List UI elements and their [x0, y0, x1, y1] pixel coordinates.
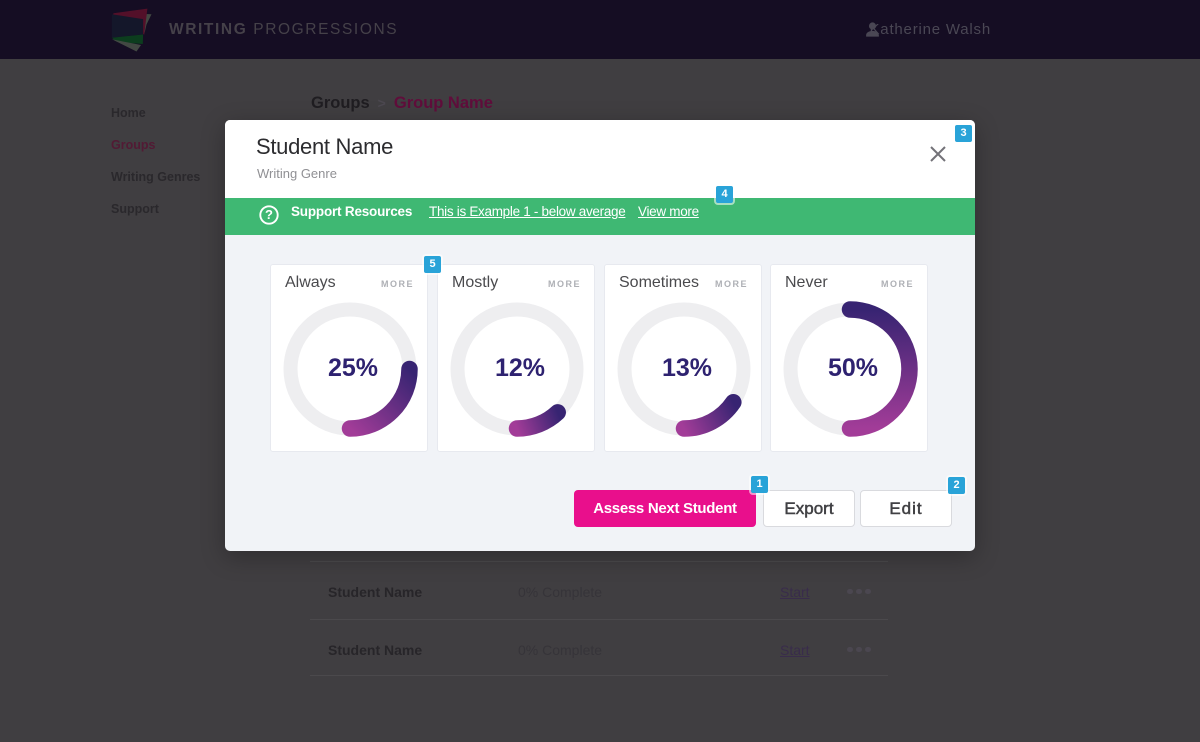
svg-text:?: ?: [265, 207, 273, 222]
